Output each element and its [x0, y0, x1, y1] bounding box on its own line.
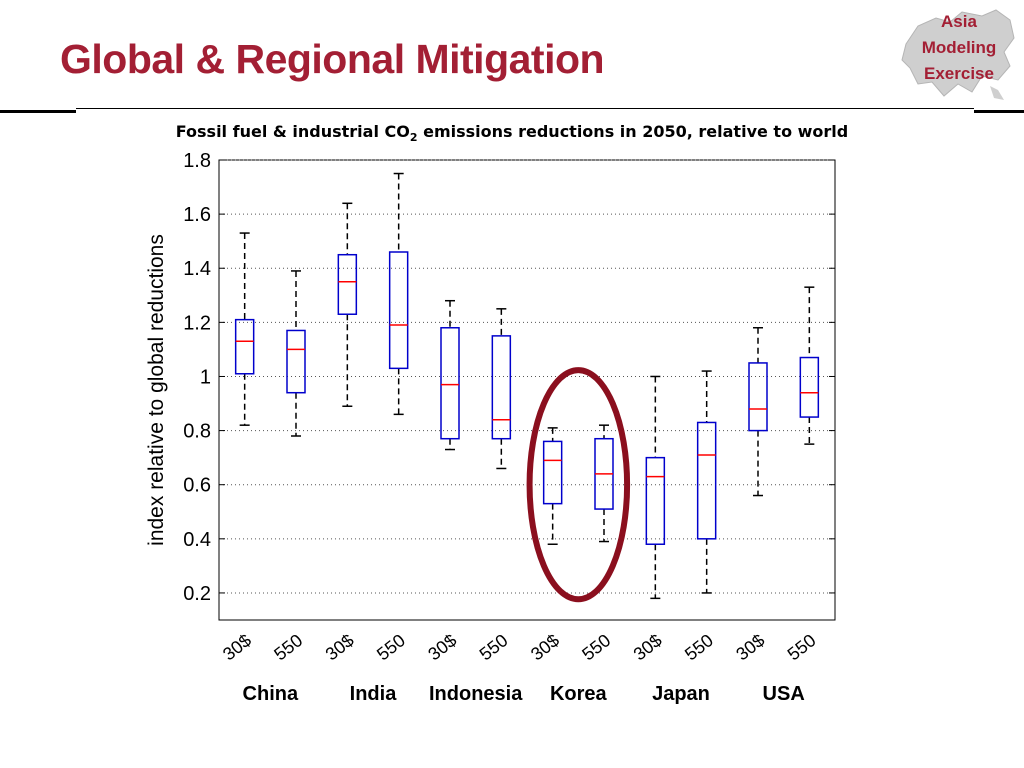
y-tick-label: 0.6 — [183, 475, 211, 497]
asia-map-icon — [901, 9, 1015, 100]
box-usa-0 — [748, 362, 768, 432]
x-tick-label: 30$ — [424, 630, 460, 664]
box-india-0 — [337, 253, 358, 315]
header-rule-left — [0, 110, 76, 113]
x-tick-label: 550 — [784, 630, 820, 664]
x-tick-label: 30$ — [732, 630, 768, 664]
group-label: Japan — [652, 683, 710, 705]
y-tick-label: 0.2 — [183, 583, 211, 605]
y-tick-label: 0.4 — [183, 529, 211, 551]
highlight-ellipse — [526, 367, 631, 603]
x-tick-label: 30$ — [322, 630, 358, 664]
x-tick-label: 550 — [476, 630, 512, 664]
box-korea-0 — [542, 440, 563, 505]
group-label: China — [243, 683, 299, 705]
box-plot-chart: 0.2 0.4 0.6 0.8 1 1.2 1.4 1.6 1.8 index relative … — [145, 150, 836, 705]
y-tick-label: 0.8 — [183, 421, 211, 443]
y-tick-label: 1.6 — [183, 204, 211, 226]
group-label: USA — [763, 683, 805, 705]
logo-line-1: Asia — [941, 12, 977, 31]
x-tick-label: 550 — [270, 630, 306, 664]
box-indonesia-1 — [491, 335, 512, 440]
group-label: Indonesia — [429, 683, 523, 705]
x-tick-label: 30$ — [219, 630, 255, 664]
plot-area — [218, 159, 836, 621]
x-tick-label: 550 — [373, 630, 409, 664]
asia-modeling-exercise-logo: Asia Modeling Exercise — [898, 4, 1020, 104]
x-tick-label: 30$ — [527, 630, 563, 664]
logo-line-3: Exercise — [924, 64, 994, 83]
header-rule-right — [974, 110, 1024, 113]
group-label: India — [350, 683, 398, 705]
group-label: Korea — [550, 683, 608, 705]
x-tick-label: 550 — [681, 630, 717, 664]
box-india-1 — [388, 251, 409, 370]
slide-title: Global & Regional Mitigation — [60, 36, 605, 82]
y-tick-label: 1.2 — [183, 312, 211, 334]
box-indonesia-0 — [440, 327, 460, 440]
logo-line-2: Modeling — [921, 38, 997, 57]
box-china-0 — [234, 318, 255, 375]
x-tick-label: 550 — [578, 630, 614, 664]
y-tick-label: 1.8 — [183, 150, 211, 172]
box-japan-1 — [696, 421, 717, 540]
chart-subtitle: Fossil fuel & industrial CO2 emissions r… — [0, 122, 1024, 144]
box-japan-0 — [645, 456, 666, 545]
subtitle-text: Fossil fuel & industrial CO — [175, 122, 410, 141]
y-tick-label: 1.4 — [183, 258, 211, 280]
header-rule — [76, 108, 974, 109]
x-tick-label: 30$ — [630, 630, 666, 664]
y-tick-label: 1 — [200, 366, 211, 388]
box-china-1 — [286, 329, 306, 394]
subtitle-subscript: 2 — [409, 131, 418, 145]
y-axis-label: index relative to global reductions — [145, 234, 168, 546]
subtitle-text-end: emissions reductions in 2050, relative t… — [417, 122, 849, 141]
box-usa-1 — [799, 356, 820, 418]
